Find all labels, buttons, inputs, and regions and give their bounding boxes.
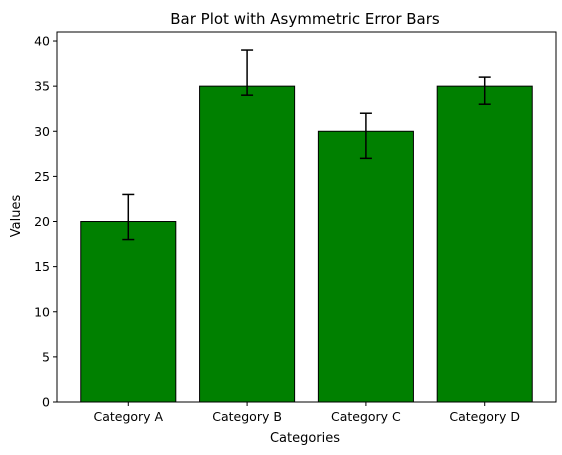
x-tick-label: Category C bbox=[331, 409, 401, 424]
y-tick-label: 10 bbox=[34, 304, 50, 319]
bar-category-d bbox=[436, 85, 533, 403]
error-bar-category-c bbox=[359, 112, 372, 160]
error-bar-category-b bbox=[241, 49, 254, 96]
plot-area bbox=[56, 31, 557, 403]
plot-frame bbox=[56, 31, 557, 403]
x-tick-label: Category D bbox=[449, 409, 520, 424]
y-tick-label: 20 bbox=[34, 214, 50, 229]
y-axis-label: Values bbox=[9, 195, 24, 238]
x-tick-label: Category B bbox=[212, 409, 282, 424]
y-tick-label: 5 bbox=[42, 349, 50, 364]
y-tick-label: 25 bbox=[34, 169, 50, 184]
y-tick-label: 15 bbox=[34, 259, 50, 274]
bar-category-c bbox=[317, 130, 414, 403]
y-tick-label: 0 bbox=[42, 395, 50, 410]
y-tick-label: 40 bbox=[34, 34, 50, 49]
x-axis-label: Categories bbox=[270, 431, 340, 446]
y-tick-label: 35 bbox=[34, 79, 50, 94]
chart-title: Bar Plot with Asymmetric Error Bars bbox=[170, 10, 440, 28]
bar-category-b bbox=[199, 85, 296, 403]
y-tick-label: 30 bbox=[34, 124, 50, 139]
bar-category-a bbox=[80, 221, 177, 403]
error-bar-category-d bbox=[478, 76, 491, 105]
error-bar-category-a bbox=[122, 193, 135, 241]
x-tick-label: Category A bbox=[93, 409, 163, 424]
y-axis: 0 5 10 15 20 25 30 35 40 bbox=[34, 34, 57, 410]
x-axis: Category A Category B Category C Category D bbox=[93, 402, 520, 424]
